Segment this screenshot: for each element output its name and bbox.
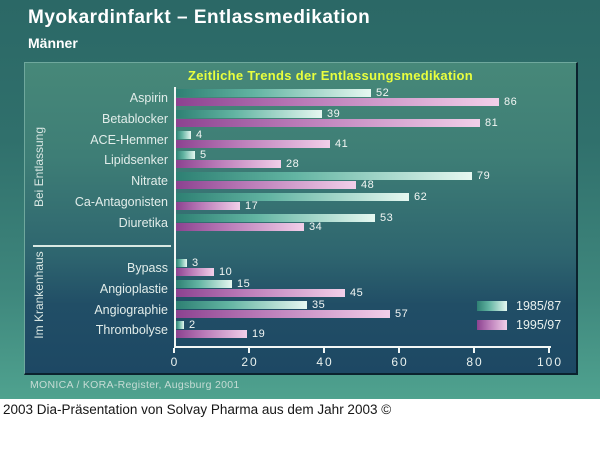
bar-value: 52 [376,87,390,99]
bar-value: 48 [361,179,375,191]
bar-value: 19 [252,328,266,340]
bar-value: 79 [477,170,491,182]
legend-item: 1995/97 [477,318,561,332]
bar-1985-87 [176,301,307,309]
category-label: Bypass [127,261,168,275]
legend-label: 1995/97 [516,318,562,332]
category-label: Betablocker [101,112,168,126]
category-label: ACE-Hemmer [90,133,168,147]
bar-value: 5 [200,149,207,161]
category-label: Thrombolyse [95,323,168,337]
category-label: Nitrate [131,174,168,188]
tick-label: 40 [316,355,334,369]
bar-value: 39 [327,108,341,120]
bar-1995-97 [176,330,247,338]
bar-value: 2 [189,319,196,331]
legend: 1985/87 1995/97 [477,299,561,337]
x-axis-line [174,346,551,348]
legend-item: 1985/87 [477,299,561,313]
tick-mark [473,348,475,353]
bar-1995-97 [176,140,330,148]
category-label: Angiographie [94,303,168,317]
category-label: Diuretika [118,216,168,230]
category-label: Angioplastie [99,282,168,296]
tick-label: 60 [391,355,409,369]
bar-value: 10 [219,266,233,278]
bar-1995-97 [176,181,356,189]
group-label-bei-entlassung: Bei Entlassung [32,126,46,208]
bar-value: 86 [504,96,518,108]
bar-1985-87 [176,151,195,159]
category-label: Lipidsenker [104,153,168,167]
legend-label: 1985/87 [516,299,562,313]
bar-1995-97 [176,310,390,318]
group-label-im-krankenhaus: Im Krankenhaus [32,251,46,339]
bar-value: 57 [395,308,409,320]
bar-1985-87 [176,131,191,139]
group-separator [33,245,171,247]
bar-value: 62 [414,191,428,203]
category-label: Aspirin [129,91,168,105]
legend-swatch-1995-97 [477,320,507,330]
bar-1985-87 [176,172,472,180]
bar-1985-87 [176,193,409,201]
legend-swatch-1985-87 [477,301,507,311]
bar-value: 53 [380,212,394,224]
bar-1995-97 [176,202,240,210]
chart-panel: Zeitliche Trends der Entlassungsmedikati… [24,62,578,375]
bar-value: 41 [335,138,349,150]
tick-mark [323,348,325,353]
bar-1995-97 [176,98,499,106]
bar-value: 15 [237,278,251,290]
tick-mark [173,348,175,353]
y-axis-line [174,87,176,348]
bar-1985-87 [176,280,232,288]
tick-label: 20 [241,355,259,369]
bar-1995-97 [176,223,304,231]
category-label: Ca-Antagonisten [74,195,168,209]
tick-mark [398,348,400,353]
bar-1995-97 [176,268,214,276]
tick-label: 100 [536,355,564,369]
presentation-slide: Myokardinfarkt – Entlassmedikation Männe… [0,0,600,399]
bar-value: 81 [485,117,499,129]
bar-value: 3 [192,257,199,269]
bar-1995-97 [176,119,480,127]
bar-1995-97 [176,160,281,168]
tick-mark [548,348,550,353]
slide-title: Myokardinfarkt – Entlassmedikation [28,7,371,28]
tick-mark [248,348,250,353]
caption: 2003 Dia-Präsentation von Solvay Pharma … [3,402,392,417]
tick-label: 80 [466,355,484,369]
bar-value: 17 [245,200,259,212]
bar-value: 35 [312,299,326,311]
bar-value: 34 [309,221,323,233]
bar-value: 45 [350,287,364,299]
chart-title: Zeitliche Trends der Entlassungsmedikati… [188,68,473,83]
bar-1985-87 [176,214,375,222]
bar-value: 28 [286,158,300,170]
bar-1995-97 [176,289,345,297]
bar-1985-87 [176,259,187,267]
bar-1985-87 [176,110,322,118]
bar-1985-87 [176,321,184,329]
tick-label: 0 [170,355,180,369]
bar-value: 4 [196,129,203,141]
bar-1985-87 [176,89,371,97]
source-note: MONICA / KORA-Register, Augsburg 2001 [30,379,240,391]
slide-subtitle: Männer [28,35,78,51]
